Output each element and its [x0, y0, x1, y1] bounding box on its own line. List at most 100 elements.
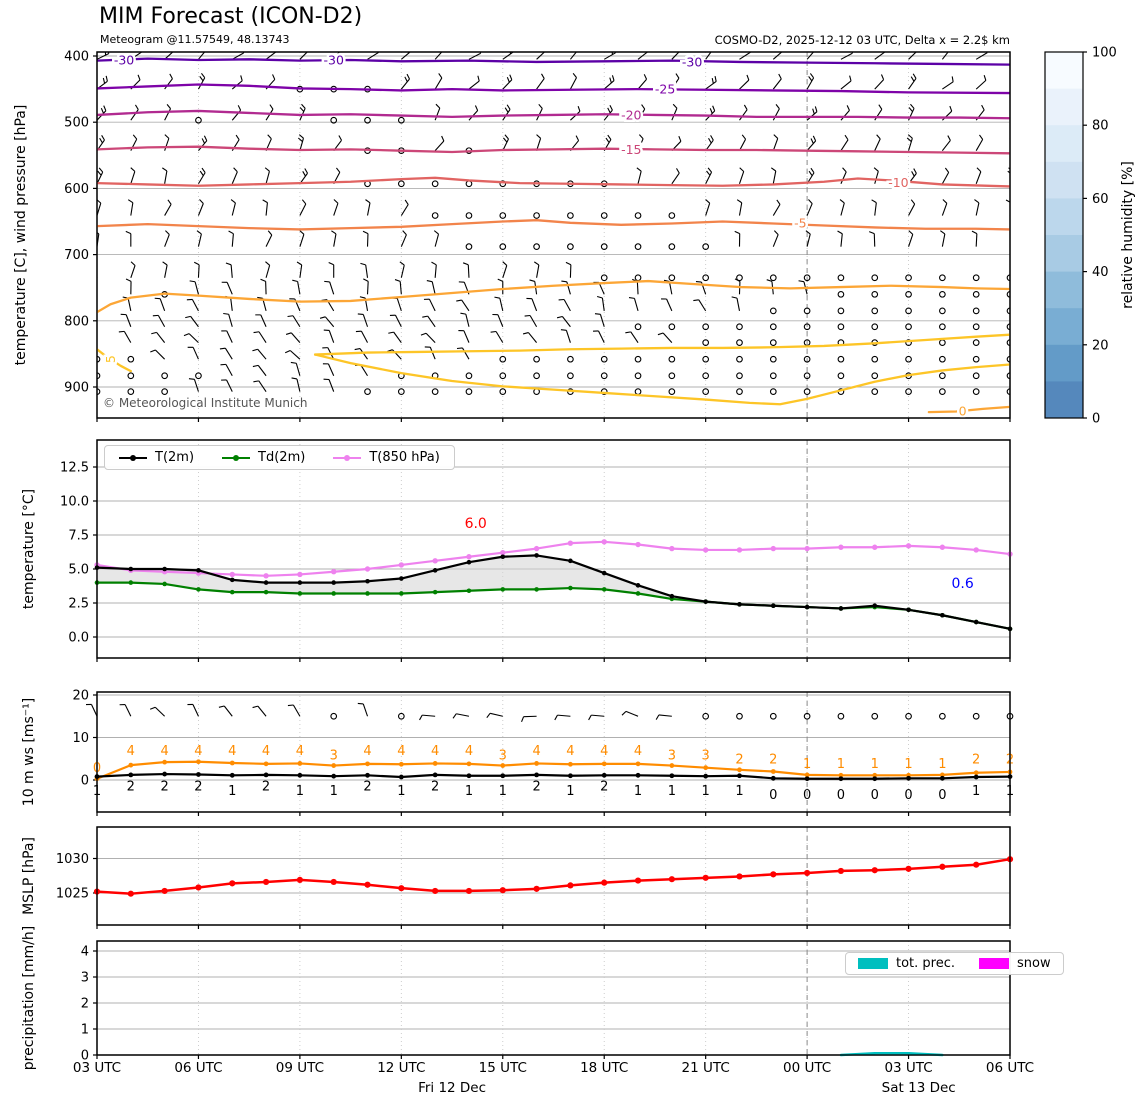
svg-text:1: 1 — [330, 784, 338, 799]
panel-temperature: 0.0 2.5 5.0 7.5 10.0 12.5 6.0 0.6 — [60, 439, 1013, 662]
svg-text:2: 2 — [735, 753, 743, 768]
svg-text:1025: 1025 — [56, 887, 89, 902]
svg-text:900: 900 — [64, 381, 89, 396]
svg-text:2: 2 — [363, 780, 371, 795]
legend-label-totprec: tot. prec. — [896, 956, 956, 971]
svg-text:21 UTC: 21 UTC — [682, 1060, 730, 1076]
svg-text:2.5: 2.5 — [68, 597, 89, 612]
copyright-watermark: © Meteorological Institute Munich — [103, 396, 308, 410]
legend-item-td2m: Td(2m) — [222, 450, 305, 465]
svg-text:-30: -30 — [682, 54, 702, 69]
legend-item-t2m: T(2m) — [119, 450, 194, 465]
svg-text:03 UTC: 03 UTC — [884, 1060, 932, 1076]
model-run-info: COSMO-D2, 2025-12-12 03 UTC, Delta x = 2… — [714, 33, 1010, 47]
svg-text:1: 1 — [228, 784, 236, 799]
legend-label-t2m: T(2m) — [155, 450, 195, 465]
svg-text:4: 4 — [160, 744, 168, 759]
y-axis-label-mslp: MSLP [hPa] — [21, 837, 37, 915]
svg-text:2: 2 — [600, 780, 608, 795]
svg-text:0: 0 — [1092, 412, 1100, 427]
svg-text:00 UTC: 00 UTC — [783, 1060, 831, 1076]
svg-text:06 UTC: 06 UTC — [174, 1060, 222, 1076]
svg-text:3: 3 — [702, 748, 710, 763]
svg-text:4: 4 — [532, 744, 540, 759]
svg-text:1: 1 — [702, 784, 710, 799]
svg-text:1: 1 — [837, 757, 845, 772]
svg-text:2: 2 — [262, 780, 270, 795]
svg-text:06 UTC: 06 UTC — [986, 1060, 1034, 1076]
svg-text:2: 2 — [972, 753, 980, 768]
legend-item-snow: snow — [979, 956, 1051, 971]
svg-text:12 UTC: 12 UTC — [377, 1060, 425, 1076]
svg-text:2: 2 — [431, 780, 439, 795]
legend-label-td2m: Td(2m) — [258, 450, 306, 465]
svg-text:-15: -15 — [621, 142, 641, 157]
svg-text:1: 1 — [81, 1023, 89, 1038]
svg-text:1030: 1030 — [56, 852, 89, 867]
svg-text:10.0: 10.0 — [60, 495, 89, 510]
svg-text:5: 5 — [103, 355, 118, 363]
svg-text:2: 2 — [532, 780, 540, 795]
svg-text:0: 0 — [904, 788, 912, 803]
y-axis-label-precipitation: precipitation [mm/h] — [21, 925, 37, 1071]
y-axis-label-pressure: temperature [C], wind pressure [hPa] — [13, 104, 29, 366]
legend-precipitation: tot. prec. snow — [845, 952, 1064, 975]
svg-text:6.0: 6.0 — [465, 516, 487, 532]
svg-text:700: 700 — [64, 248, 89, 263]
svg-text:4: 4 — [262, 744, 270, 759]
svg-text:3: 3 — [330, 748, 338, 763]
svg-text:1: 1 — [972, 784, 980, 799]
svg-text:15 UTC: 15 UTC — [479, 1060, 527, 1076]
svg-text:5.0: 5.0 — [68, 563, 89, 578]
svg-text:400: 400 — [64, 50, 89, 65]
upper-air-content: -30 -30 -30 -25 -20 -15 -10 -5 0 5 — [97, 52, 1010, 418]
svg-text:4: 4 — [228, 744, 236, 759]
svg-text:4: 4 — [634, 744, 642, 759]
svg-text:-25: -25 — [655, 82, 675, 97]
svg-text:-20: -20 — [621, 107, 641, 122]
svg-text:20: 20 — [1092, 338, 1109, 353]
svg-text:1: 1 — [938, 757, 946, 772]
svg-text:2: 2 — [194, 780, 202, 795]
svg-text:1: 1 — [465, 784, 473, 799]
svg-text:60: 60 — [1092, 192, 1109, 207]
svg-text:0: 0 — [938, 788, 946, 803]
svg-text:100: 100 — [1092, 46, 1117, 61]
svg-text:1: 1 — [803, 757, 811, 772]
svg-text:2: 2 — [769, 753, 777, 768]
svg-text:Fri 12 Dec: Fri 12 Dec — [418, 1080, 486, 1096]
svg-text:3: 3 — [668, 748, 676, 763]
svg-text:1: 1 — [735, 784, 743, 799]
panel-mslp: 1025 1030 — [56, 826, 1014, 929]
td2m-line-swatch — [222, 454, 251, 461]
y-axis-label-temperature: temperature [°C] — [21, 488, 37, 610]
svg-text:4: 4 — [194, 744, 202, 759]
legend-label-t850: T(850 hPa) — [369, 450, 440, 465]
legend-temperature: T(2m) Td(2m) T(850 hPa) — [104, 445, 455, 470]
svg-text:3: 3 — [499, 748, 507, 763]
svg-text:-30: -30 — [323, 52, 343, 67]
svg-text:03 UTC: 03 UTC — [73, 1060, 121, 1076]
svg-text:4: 4 — [465, 744, 473, 759]
snow-swatch — [979, 958, 1010, 969]
time-axis-labels: 03 UTC 06 UTC 09 UTC 12 UTC 15 UTC 18 UTC 21 U… — [73, 1060, 1034, 1096]
svg-text:1: 1 — [871, 757, 879, 772]
svg-text:0.0: 0.0 — [68, 631, 89, 646]
legend-item-totprec: tot. prec. — [858, 956, 955, 971]
legend-label-snow: snow — [1017, 956, 1051, 971]
svg-text:7.5: 7.5 — [68, 529, 89, 544]
svg-text:600: 600 — [64, 182, 89, 197]
svg-text:0: 0 — [769, 788, 777, 803]
svg-text:Sat 13 Dec: Sat 13 Dec — [882, 1080, 956, 1096]
svg-text:2: 2 — [127, 780, 135, 795]
page-subtitle: Meteogram @11.57549, 48.13743 — [100, 33, 290, 46]
svg-text:1: 1 — [296, 784, 304, 799]
totprec-swatch — [858, 958, 888, 969]
svg-text:1: 1 — [499, 784, 507, 799]
svg-text:-30: -30 — [114, 52, 134, 67]
t850-line-swatch — [333, 454, 362, 461]
svg-text:09 UTC: 09 UTC — [276, 1060, 324, 1076]
svg-text:0.6: 0.6 — [952, 576, 974, 592]
